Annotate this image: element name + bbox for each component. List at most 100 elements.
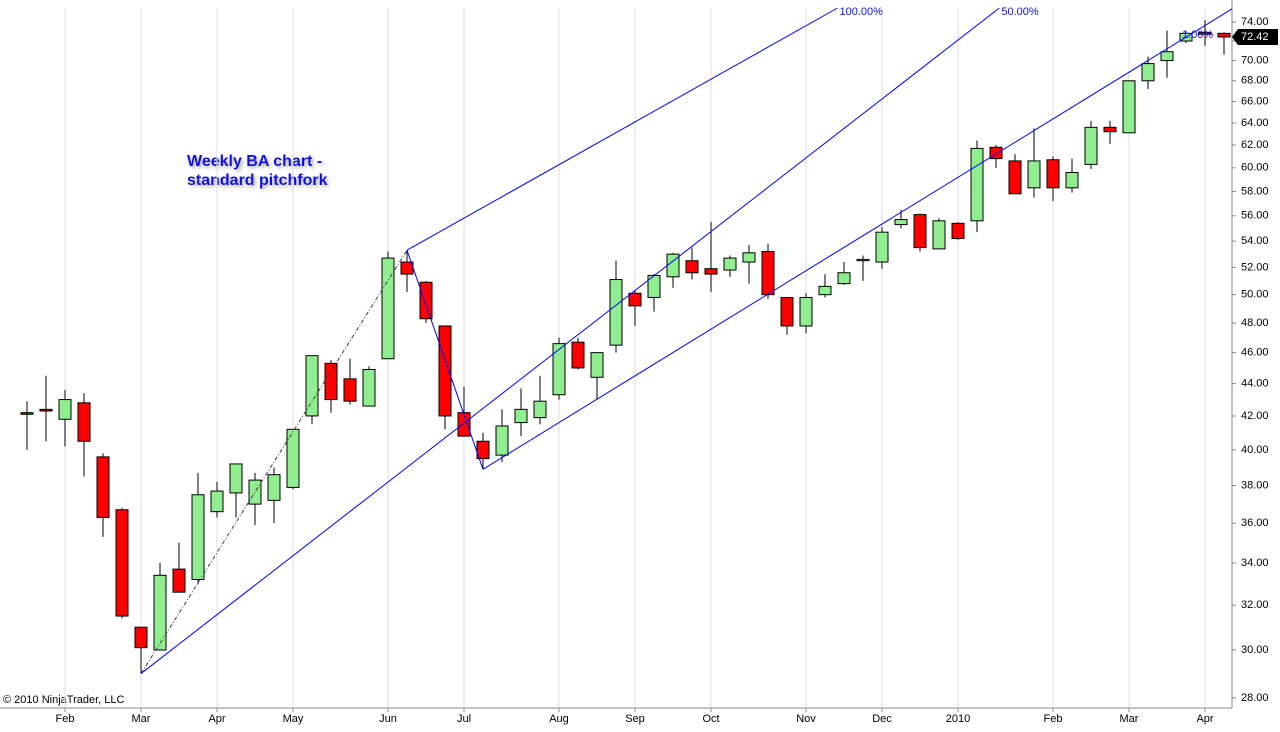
x-tick-label: Mar xyxy=(132,713,151,725)
candle-body xyxy=(1198,31,1212,35)
pitchfork-line xyxy=(140,7,1000,674)
y-tick-label: 74.00 xyxy=(1241,16,1269,28)
x-tick-label: Dec xyxy=(872,713,892,725)
annotation: standard pitchfork xyxy=(187,172,328,189)
candle-body xyxy=(457,412,471,437)
candle-body xyxy=(704,268,718,275)
pitchfork-line xyxy=(406,250,484,470)
candle-body xyxy=(362,369,376,407)
candle-body xyxy=(894,219,908,226)
candle-body xyxy=(438,325,452,417)
candle-body xyxy=(951,222,965,240)
candle-body xyxy=(77,402,91,442)
candle-body xyxy=(628,292,642,307)
annotation: Weekly BA chart - xyxy=(187,153,322,170)
x-tick-label: Oct xyxy=(702,713,719,725)
candle-body xyxy=(590,352,604,378)
y-tick-label: 60.00 xyxy=(1241,162,1269,174)
candle-body xyxy=(229,463,243,494)
candle-body xyxy=(609,279,623,346)
candle-body xyxy=(20,412,34,415)
candle-body xyxy=(1008,160,1022,195)
candle-body xyxy=(1046,159,1060,189)
candle-body xyxy=(685,260,699,274)
pitchfork-line xyxy=(406,7,838,251)
x-tick-label: Mar xyxy=(1120,713,1139,725)
candle-body xyxy=(248,479,262,505)
candle-body xyxy=(837,272,851,285)
y-tick-label: 32.00 xyxy=(1241,599,1269,611)
candle-body xyxy=(343,378,357,402)
candle-body xyxy=(723,257,737,271)
candle-body xyxy=(39,408,53,412)
y-tick-label: 28.00 xyxy=(1241,692,1269,704)
candle-body xyxy=(324,362,338,401)
y-tick-label: 62.00 xyxy=(1241,139,1269,151)
candle-body xyxy=(1141,63,1155,82)
candle-body xyxy=(305,355,319,417)
x-tick-label: Jun xyxy=(379,713,397,725)
x-tick-label: Jul xyxy=(457,713,471,725)
x-tick-label: Apr xyxy=(1196,713,1213,725)
candle-body xyxy=(134,626,148,649)
candle-body xyxy=(799,296,813,327)
pitchfork-line xyxy=(140,249,408,674)
x-tick-label: May xyxy=(283,713,304,725)
x-tick-label: Apr xyxy=(208,713,225,725)
y-tick-label: 66.00 xyxy=(1241,95,1269,107)
y-tick-label: 34.00 xyxy=(1241,557,1269,569)
candle-body xyxy=(115,509,129,617)
y-tick-label: 58.00 xyxy=(1241,185,1269,197)
y-tick-label: 46.00 xyxy=(1241,347,1269,359)
candle-body xyxy=(1103,126,1117,133)
y-tick-label: 30.00 xyxy=(1241,644,1269,656)
candle-body xyxy=(514,408,528,424)
candle-body xyxy=(761,251,775,296)
candle-body xyxy=(1084,126,1098,165)
y-tick-label: 54.00 xyxy=(1241,235,1269,247)
candle-body xyxy=(58,399,72,420)
candle-body xyxy=(172,568,186,593)
candle-body xyxy=(1217,32,1231,38)
candle-body xyxy=(780,296,794,327)
y-tick-label: 36.00 xyxy=(1241,517,1269,529)
candle-body xyxy=(381,257,395,360)
candle-body xyxy=(571,341,585,369)
last-price-marker xyxy=(1232,28,1278,45)
pitchfork-label: 1.00% xyxy=(1182,29,1213,41)
candle-body xyxy=(742,252,756,263)
x-tick-label: Aug xyxy=(549,713,569,725)
y-tick-label: 68.00 xyxy=(1241,75,1269,87)
x-tick-label: 2010 xyxy=(946,713,970,725)
y-tick-label: 52.00 xyxy=(1241,261,1269,273)
y-tick-label: 44.00 xyxy=(1241,377,1269,389)
y-tick-label: 38.00 xyxy=(1241,479,1269,491)
candle-body xyxy=(267,474,281,501)
y-tick-label: 70.00 xyxy=(1241,55,1269,67)
pitchfork-label: 100.00% xyxy=(840,6,884,18)
candle-body xyxy=(153,574,167,651)
candle-body xyxy=(913,214,927,249)
candle-body xyxy=(1027,160,1041,189)
copyright: © 2010 NinjaTrader, LLC xyxy=(3,694,124,706)
y-tick-label: 40.00 xyxy=(1241,444,1269,456)
x-tick-label: Nov xyxy=(796,713,816,725)
candle-body xyxy=(286,428,300,488)
candle-body xyxy=(495,425,509,456)
candle-body xyxy=(533,400,547,419)
grid xyxy=(64,8,1206,708)
candle-body xyxy=(400,261,414,275)
candle-body xyxy=(419,281,433,320)
candle-body xyxy=(1122,80,1136,134)
y-tick-label: 56.00 xyxy=(1241,210,1269,222)
candle-body xyxy=(875,231,889,263)
candle-body xyxy=(1065,171,1079,189)
x-tick-label: Sep xyxy=(625,713,645,725)
candle-body xyxy=(932,220,946,250)
candle-body xyxy=(856,258,870,262)
pitchfork-line xyxy=(482,8,1233,470)
candle-body xyxy=(191,494,205,580)
